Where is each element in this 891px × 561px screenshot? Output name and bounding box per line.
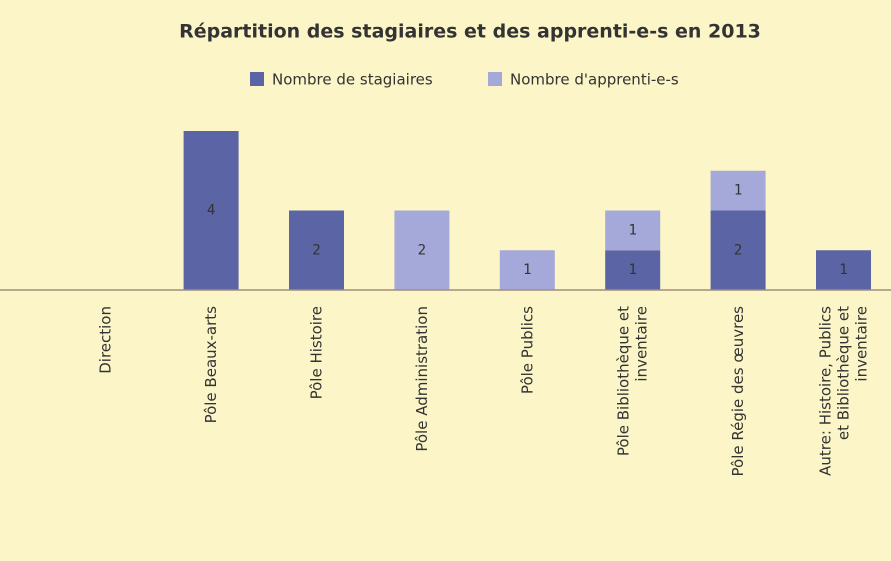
data-label: 2 [418, 242, 426, 258]
x-tick-label: Pôle Beaux-arts [202, 306, 220, 424]
data-label: 2 [312, 242, 320, 258]
x-tick-label: Autre: Histoire, Publicset Bibliothèque … [816, 306, 870, 476]
data-label: 4 [207, 203, 215, 219]
x-tick-label: Pôle Administration [412, 306, 430, 452]
bar-segment [816, 250, 871, 290]
bar-segment [710, 170, 766, 211]
data-label: 1 [523, 262, 531, 278]
x-tick-label: Direction [96, 306, 114, 374]
chart-title: Répartition des stagiaires et des appren… [179, 21, 761, 43]
x-tick-label: Pôle Histoire [307, 306, 325, 399]
data-label: 1 [628, 222, 636, 238]
bar-segment [710, 210, 766, 290]
bar-segment [289, 210, 344, 290]
legend-swatch [250, 72, 264, 86]
bar-segment [394, 210, 450, 290]
data-label: 1 [628, 262, 636, 278]
x-tick-label: Pôle Publics [518, 306, 536, 394]
bar-segment [605, 210, 661, 251]
legend-label: Nombre de stagiaires [272, 71, 433, 89]
data-label: 2 [734, 242, 742, 258]
data-label: 1 [734, 183, 742, 199]
x-tick-label: Pôle Bibliothèque etinventaire [614, 306, 650, 456]
legend-label: Nombre d'apprenti-e-s [510, 71, 679, 89]
data-label: 1 [839, 262, 847, 278]
bar-segment [605, 250, 661, 290]
bar-segment [183, 131, 239, 290]
x-tick-label: Pôle Régie des œuvres [729, 306, 747, 477]
legend-swatch [488, 72, 502, 86]
bar-segment [499, 250, 555, 290]
